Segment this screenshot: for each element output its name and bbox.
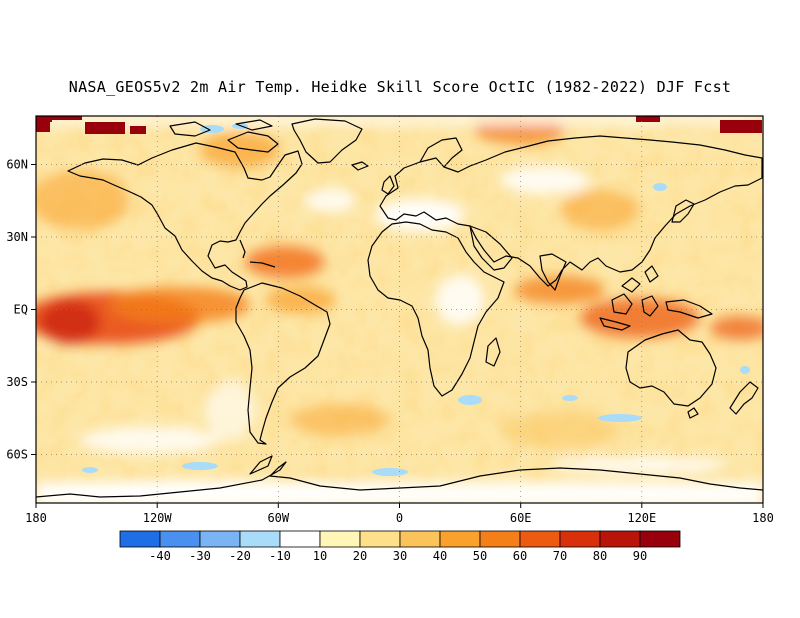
lat-tick-label: 30N: [6, 230, 28, 244]
colorbar-label: -10: [269, 549, 291, 563]
colorbar-label: 90: [633, 549, 647, 563]
colorbar-label: -40: [149, 549, 171, 563]
colorbar-swatch: [319, 530, 361, 548]
colorbar-swatch: [359, 530, 401, 548]
skill-field: [36, 116, 763, 503]
lon-tick-label: 60E: [510, 511, 532, 525]
arctic-high-skill-blocks: [36, 116, 762, 134]
latitude-axis: 60N 30N EQ 30S 60S: [6, 158, 36, 462]
colorbar-swatch: [119, 530, 161, 548]
lat-tick-label: 60N: [6, 158, 28, 172]
colorbar-label: 50: [473, 549, 487, 563]
longitude-axis: 180 120W 60W 0 60E 120E 180: [25, 503, 774, 525]
map-title: NASA_GEOS5v2 2m Air Temp. Heidke Skill S…: [68, 78, 732, 96]
lat-tick-label: 60S: [6, 448, 28, 462]
lon-tick-label: 60W: [267, 511, 289, 525]
colorbar-label: 10: [313, 549, 327, 563]
colorbar-swatch: [159, 530, 201, 548]
lon-tick-label: 120W: [143, 511, 173, 525]
colorbar-label: 80: [593, 549, 607, 563]
colorbar-label: 70: [553, 549, 567, 563]
lon-tick-label: 180: [25, 511, 47, 525]
lon-tick-label: 180: [752, 511, 774, 525]
colorbar-swatch: [199, 530, 241, 548]
colorbar-swatch: [559, 530, 601, 548]
colorbar-label: 60: [513, 549, 527, 563]
lat-tick-label: 30S: [6, 375, 28, 389]
colorbar-swatch: [399, 530, 441, 548]
colorbar-swatch: [279, 530, 321, 548]
colorbar-label: -20: [229, 549, 251, 563]
colorbar-swatch: [239, 530, 281, 548]
colorbar-swatch: [639, 530, 681, 548]
colorbar-swatch: [439, 530, 481, 548]
colorbar-label: -30: [189, 549, 211, 563]
colorbar-label: 30: [393, 549, 407, 563]
lat-tick-label: EQ: [14, 303, 28, 317]
coastlines: [36, 118, 763, 498]
graticule: [36, 116, 763, 503]
colorbar-label: 40: [433, 549, 447, 563]
colorbar-swatch: [599, 530, 641, 548]
colorbar-swatch: [519, 530, 561, 548]
colorbar: -40 -30 -20 -10 10 20 30 40 50 60 70 80 90: [119, 530, 681, 563]
colorbar-swatch: [479, 530, 521, 548]
lon-tick-label: 0: [396, 511, 403, 525]
lon-tick-label: 120E: [627, 511, 656, 525]
colorbar-label: 20: [353, 549, 367, 563]
